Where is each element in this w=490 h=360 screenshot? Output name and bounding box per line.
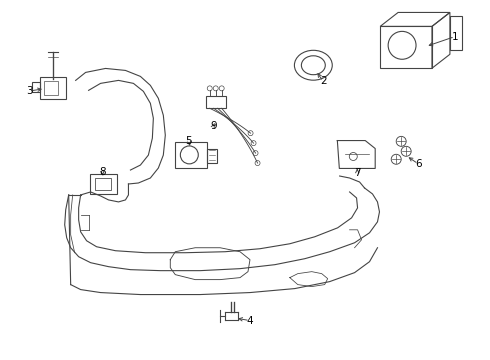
Bar <box>175 142 207 168</box>
Text: 6: 6 <box>415 159 421 169</box>
Bar <box>90 174 118 194</box>
Bar <box>40 77 66 99</box>
Text: 9: 9 <box>210 121 217 131</box>
Bar <box>32 82 40 92</box>
Text: 5: 5 <box>186 136 192 145</box>
Text: 3: 3 <box>26 86 32 96</box>
Bar <box>96 177 111 190</box>
Bar <box>206 96 226 108</box>
Text: 2: 2 <box>320 76 326 86</box>
Bar <box>450 17 462 50</box>
Bar <box>44 81 58 95</box>
Text: 8: 8 <box>99 167 106 177</box>
Text: 4: 4 <box>246 316 253 325</box>
Text: 1: 1 <box>452 32 458 41</box>
Bar <box>207 149 217 163</box>
Text: 7: 7 <box>354 168 361 178</box>
Bar <box>380 26 432 68</box>
